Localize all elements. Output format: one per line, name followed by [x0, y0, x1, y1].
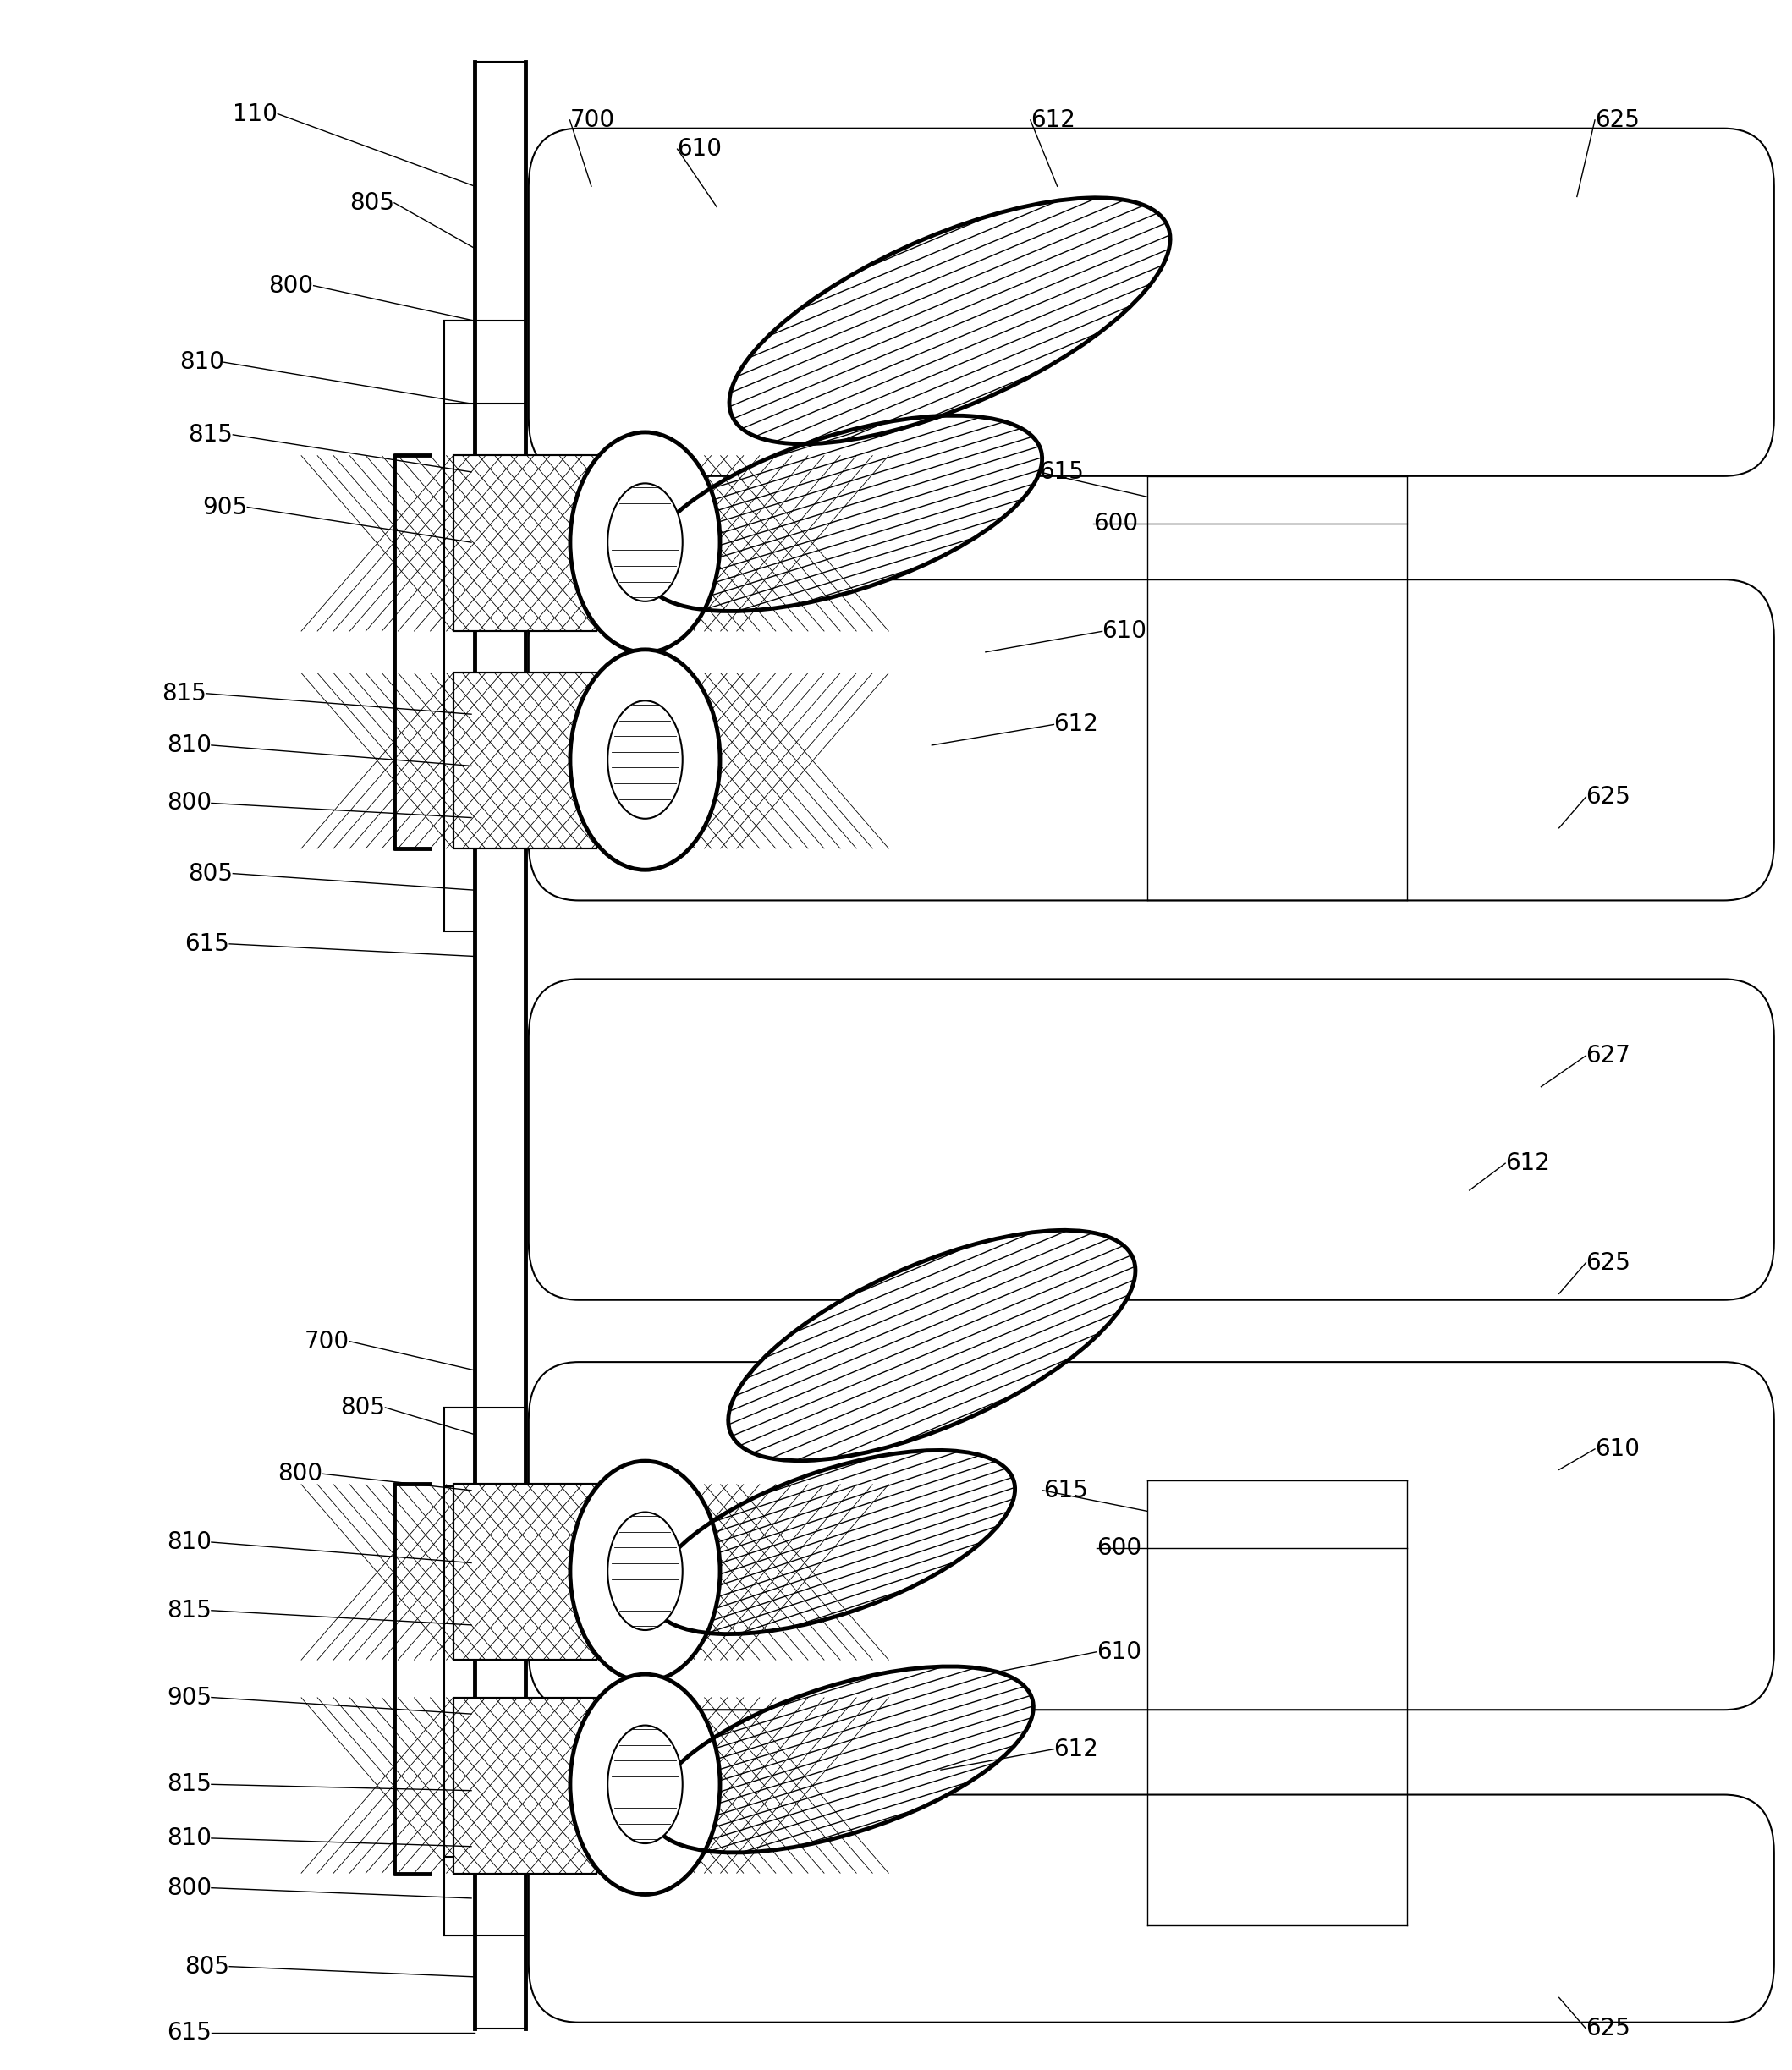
- Text: 805: 805: [185, 1954, 229, 1979]
- FancyBboxPatch shape: [529, 1362, 1774, 1710]
- Ellipse shape: [570, 1675, 720, 1894]
- Text: 615: 615: [1043, 1478, 1088, 1503]
- Text: 815: 815: [188, 422, 233, 447]
- Text: 800: 800: [167, 791, 211, 816]
- Bar: [453, 673, 597, 849]
- Text: 815: 815: [161, 681, 206, 706]
- Text: 905: 905: [202, 495, 247, 520]
- Bar: [453, 1697, 597, 1873]
- Text: 800: 800: [269, 273, 314, 298]
- Ellipse shape: [650, 1666, 1034, 1853]
- Bar: [453, 673, 597, 849]
- Text: 700: 700: [305, 1329, 349, 1354]
- Text: 600: 600: [1097, 1536, 1142, 1561]
- Ellipse shape: [607, 700, 683, 818]
- Ellipse shape: [728, 1230, 1136, 1461]
- Bar: [444, 321, 525, 404]
- Text: 627: 627: [1586, 1043, 1631, 1068]
- Text: 610: 610: [1102, 619, 1147, 644]
- Ellipse shape: [607, 482, 683, 600]
- Text: 610: 610: [1595, 1437, 1640, 1461]
- Text: 905: 905: [167, 1685, 211, 1710]
- Text: 625: 625: [1586, 2016, 1631, 2041]
- Bar: [475, 62, 525, 2029]
- Bar: [453, 455, 597, 631]
- FancyBboxPatch shape: [529, 128, 1774, 476]
- FancyBboxPatch shape: [529, 979, 1774, 1300]
- Bar: [453, 1484, 597, 1660]
- Text: 625: 625: [1595, 108, 1640, 132]
- Bar: [444, 1857, 525, 1935]
- Ellipse shape: [729, 199, 1170, 443]
- Text: 612: 612: [1054, 712, 1098, 737]
- Text: 810: 810: [167, 733, 211, 758]
- Text: 615: 615: [167, 2020, 211, 2045]
- Text: 800: 800: [278, 1461, 323, 1486]
- Text: 815: 815: [167, 1772, 211, 1797]
- Text: 612: 612: [1054, 1737, 1098, 1762]
- FancyBboxPatch shape: [529, 580, 1774, 900]
- Bar: [444, 1408, 525, 1486]
- Text: 612: 612: [1030, 108, 1075, 132]
- Bar: [453, 455, 597, 631]
- Text: 805: 805: [340, 1395, 385, 1420]
- Ellipse shape: [607, 1724, 683, 1842]
- Ellipse shape: [607, 1511, 683, 1631]
- Text: 610: 610: [1097, 1639, 1142, 1664]
- Text: 625: 625: [1586, 785, 1631, 809]
- Text: 700: 700: [570, 108, 615, 132]
- Ellipse shape: [570, 650, 720, 869]
- Text: 612: 612: [1505, 1151, 1550, 1176]
- Bar: [444, 1408, 475, 1935]
- Bar: [453, 1484, 597, 1660]
- Text: 110: 110: [233, 101, 278, 126]
- Ellipse shape: [652, 1451, 1014, 1633]
- Text: 815: 815: [167, 1598, 211, 1623]
- Bar: [444, 321, 475, 932]
- Ellipse shape: [642, 416, 1043, 611]
- Text: 625: 625: [1586, 1250, 1631, 1275]
- Text: 615: 615: [1039, 460, 1084, 484]
- Text: 810: 810: [167, 1530, 211, 1555]
- Text: 810: 810: [167, 1826, 211, 1851]
- Text: 805: 805: [349, 190, 394, 215]
- Bar: [453, 1697, 597, 1873]
- Text: 810: 810: [179, 350, 224, 375]
- Text: 600: 600: [1093, 511, 1138, 536]
- Text: 610: 610: [677, 137, 722, 161]
- Text: 615: 615: [185, 932, 229, 956]
- Text: 805: 805: [188, 861, 233, 886]
- Ellipse shape: [570, 1461, 720, 1681]
- Text: 800: 800: [167, 1875, 211, 1900]
- Ellipse shape: [570, 433, 720, 652]
- FancyBboxPatch shape: [529, 1795, 1774, 2022]
